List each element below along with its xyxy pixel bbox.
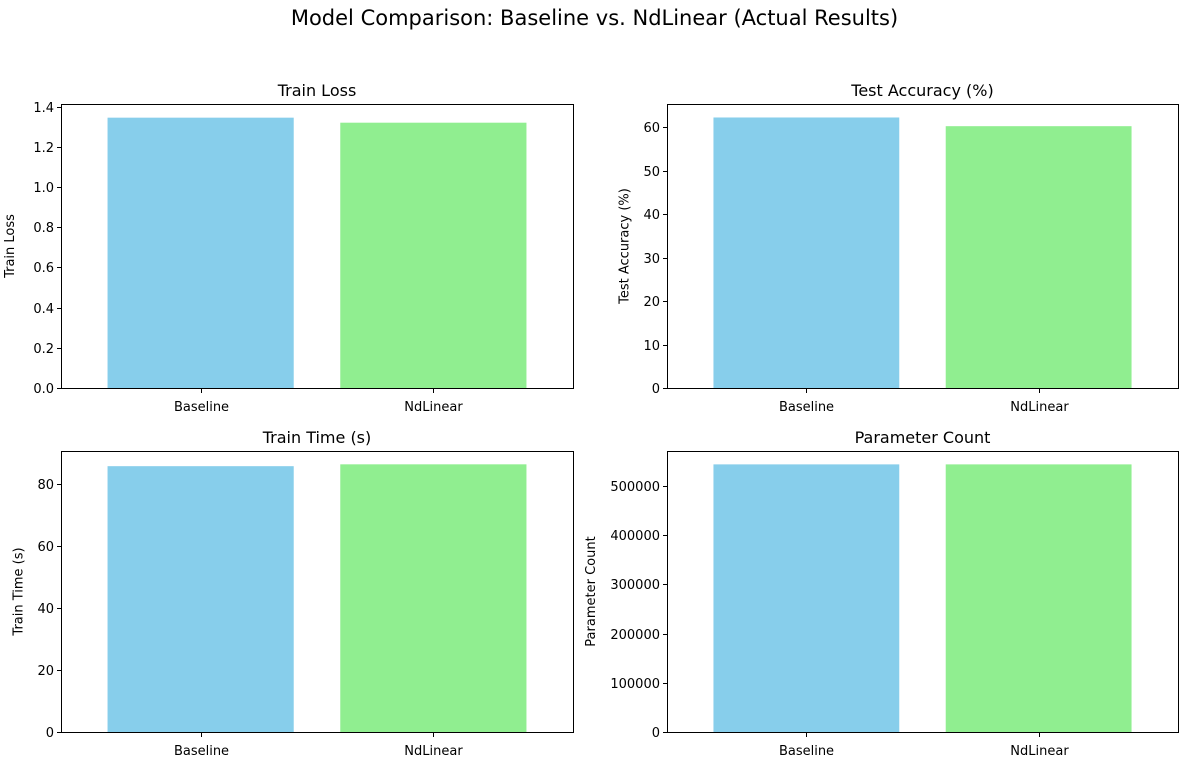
- subplot-4-ylabel: Parameter Count: [584, 536, 599, 646]
- subplot-4-ytick-label: 0: [652, 726, 660, 741]
- subplot-1-ytick-label: 0.0: [33, 382, 54, 397]
- subplot-3-xtick-label: NdLinear: [404, 744, 463, 759]
- subplot-3-ytick-label: 40: [37, 602, 54, 617]
- subplot-2-ytick-label: 10: [643, 339, 660, 354]
- subplot-2-ytick-label: 0: [652, 382, 660, 397]
- subplot-1-bar-ndlinear: [340, 122, 527, 389]
- subplot-3-bar-ndlinear: [340, 464, 527, 732]
- subplot-1-xtick-label: NdLinear: [404, 400, 463, 415]
- subplot-2-ytick-label: 20: [643, 295, 660, 310]
- subplot-4-bar-ndlinear: [945, 464, 1132, 732]
- subplot-1-ytick-label: 1.4: [33, 101, 54, 116]
- subplot-4-ytick-label: 100000: [610, 677, 660, 692]
- subplot-4-xtick-label: NdLinear: [1010, 744, 1069, 759]
- subplot-4-xtick-label: Baseline: [779, 744, 834, 759]
- subplot-4-bar-baseline: [713, 464, 900, 732]
- subplot-4-axes-frame: [667, 451, 1179, 733]
- subplot-4-ytick-label: 300000: [610, 578, 660, 593]
- subplot-2-ylabel: Test Accuracy (%): [617, 188, 632, 305]
- subplot-4-ytick-label: 400000: [610, 529, 660, 544]
- subplot-1-ytick-label: 1.0: [33, 181, 54, 196]
- subplot-3-ytick-label: 20: [37, 664, 54, 679]
- subplot-4-ytick-label: 500000: [610, 480, 660, 495]
- subplot-3-ytick-label: 0: [46, 726, 54, 741]
- figure-title: Model Comparison: Baseline vs. NdLinear …: [290, 6, 899, 30]
- subplot-1-xtick-label: Baseline: [174, 400, 229, 415]
- subplot-1-ytick-label: 0.6: [33, 261, 54, 276]
- subplot-2-ytick-label: 30: [643, 252, 660, 267]
- subplot-3-title: Train Time (s): [262, 428, 372, 447]
- subplot-1-bar-baseline: [107, 117, 294, 389]
- subplot-3-axes-frame: [61, 451, 574, 733]
- subplot-3-ytick-label: 60: [37, 540, 54, 555]
- subplot-2-ytick-label: 60: [643, 121, 660, 136]
- subplot-1-ylabel: Train Loss: [3, 214, 18, 279]
- subplot-1-axes-frame: [61, 104, 574, 389]
- subplot-1-ytick-label: 1.2: [33, 141, 54, 156]
- subplot-4-ytick-label: 200000: [610, 628, 660, 643]
- subplot-1-ytick-label: 0.8: [33, 221, 54, 236]
- subplot-3-ytick-label: 80: [37, 478, 54, 493]
- subplot-1-ytick-label: 0.2: [33, 342, 54, 357]
- subplot-3-ylabel: Train Time (s): [11, 547, 26, 636]
- subplot-3-xtick-label: Baseline: [174, 744, 229, 759]
- subplot-1-title: Train Loss: [277, 81, 357, 100]
- subplot-1-ytick-label: 0.4: [33, 302, 54, 317]
- subplot-2-axes-frame: [667, 104, 1179, 389]
- subplot-2-xtick-label: NdLinear: [1010, 400, 1069, 415]
- subplot-2-bar-ndlinear: [945, 126, 1132, 389]
- subplot-3-bar-baseline: [107, 466, 294, 732]
- subplot-2-xtick-label: Baseline: [779, 400, 834, 415]
- subplot-2-ytick-label: 40: [643, 208, 660, 223]
- subplot-2-bar-baseline: [713, 117, 900, 388]
- subplot-2-ytick-label: 50: [643, 165, 660, 180]
- subplot-2-title: Test Accuracy (%): [850, 81, 993, 100]
- subplot-4-title: Parameter Count: [855, 428, 991, 447]
